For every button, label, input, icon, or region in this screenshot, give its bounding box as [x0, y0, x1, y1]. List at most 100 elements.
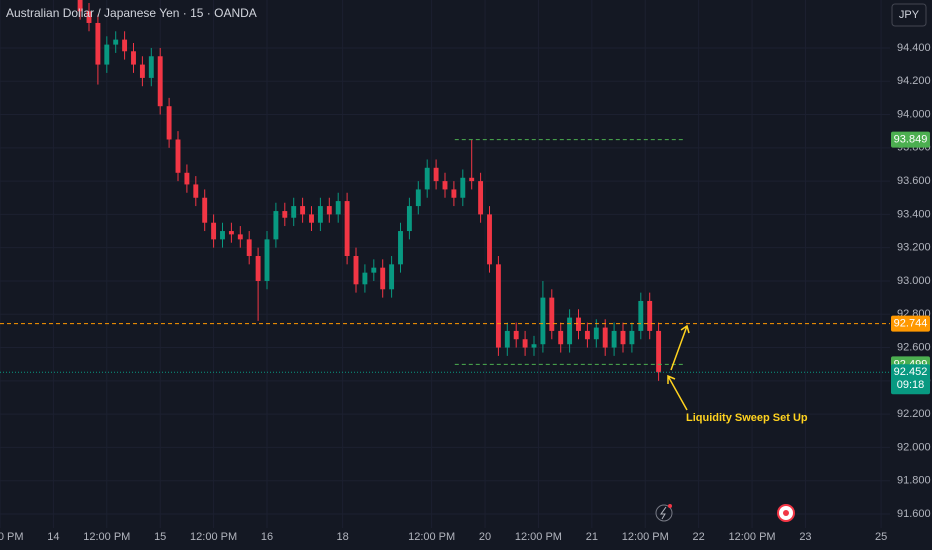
x-tick-label: 25	[875, 531, 887, 543]
candle-body	[344, 201, 350, 257]
candle-body	[656, 330, 662, 373]
candle-body	[478, 181, 484, 215]
candle-body	[638, 300, 644, 331]
x-tick-label: 23	[799, 531, 811, 543]
candle-body	[202, 197, 208, 223]
candle-body	[282, 211, 288, 218]
y-tick-label: 91.800	[897, 475, 931, 487]
event-icon	[655, 504, 673, 522]
y-tick-label: 91.600	[897, 508, 931, 520]
y-tick-label: 93.400	[897, 208, 931, 220]
y-tick-label: 94.000	[897, 108, 931, 120]
candle-body	[220, 231, 225, 240]
candle-body	[576, 317, 581, 331]
candle-body	[157, 56, 163, 107]
candle-body	[495, 264, 501, 348]
x-tick-label: 21	[586, 531, 598, 543]
candle-body	[184, 172, 190, 185]
x-tick-label: 20	[479, 531, 491, 543]
candle-body	[424, 167, 430, 190]
candle-body	[487, 214, 492, 265]
candle-body	[122, 39, 128, 52]
candle-body	[273, 211, 279, 240]
candle-body	[567, 317, 573, 345]
candle-body	[602, 327, 608, 348]
candle-body	[415, 189, 421, 207]
annotation: Liquidity Sweep Set Up	[686, 412, 808, 424]
candle-body	[264, 239, 270, 281]
candle-body	[460, 177, 466, 198]
chart-title: Australian Dollar / Japanese Yen · 15 · …	[6, 6, 257, 20]
candle-body	[166, 106, 172, 140]
x-tick-label: 12:00 PM	[622, 531, 669, 543]
x-tick-label: 12:00 PM	[83, 531, 130, 543]
candle-body	[406, 206, 412, 232]
x-tick-label: 22	[693, 531, 705, 543]
candle-body	[398, 231, 403, 265]
candle-body	[317, 206, 323, 223]
candle-body	[380, 267, 386, 290]
candle-body	[255, 256, 261, 281]
x-tick-label: 12:00 PM	[0, 531, 24, 543]
candle-body	[504, 330, 510, 348]
candle-body	[593, 327, 599, 340]
price-tag-label: 93.849	[894, 134, 928, 146]
y-tick-label: 93.000	[897, 275, 931, 287]
candle-body	[131, 51, 136, 65]
x-tick-label: 12:00 PM	[729, 531, 776, 543]
candle-body	[531, 344, 537, 348]
candle-body	[246, 239, 252, 257]
currency-label[interactable]: JPY	[899, 9, 920, 21]
arrow-down	[667, 374, 688, 411]
candle-body	[469, 177, 475, 182]
event-icon-bolt	[660, 506, 667, 520]
y-tick-label: 93.600	[897, 175, 931, 187]
candle-body	[451, 189, 457, 198]
candle-body	[326, 206, 332, 215]
event-icon-core	[783, 510, 789, 516]
x-tick-label: 12:00 PM	[190, 531, 237, 543]
currency-button[interactable]	[891, 3, 927, 27]
x-tick-label: 18	[337, 531, 349, 543]
event-icons	[655, 504, 795, 522]
candle-body	[647, 300, 653, 331]
price-tag	[891, 131, 930, 148]
candle-body	[584, 330, 590, 340]
candle-body	[620, 330, 626, 345]
candle-body	[513, 330, 519, 340]
candle-body	[353, 256, 359, 285]
candle-body	[86, 11, 92, 23]
candle-body	[522, 339, 528, 348]
x-tick-label: 12:00 PM	[408, 531, 455, 543]
candle-body	[629, 330, 635, 345]
y-tick-label: 92.200	[897, 408, 931, 420]
x-tick-label: 12:00 PM	[515, 531, 562, 543]
candle-body	[611, 330, 617, 348]
arrow-up	[670, 324, 690, 371]
candle-body	[95, 22, 101, 65]
candle-body	[558, 330, 564, 345]
price-tag	[891, 315, 930, 332]
y-tick-label: 92.600	[897, 341, 931, 353]
candle-body	[148, 56, 154, 78]
candle-body	[77, 0, 83, 12]
candle-body	[113, 39, 119, 45]
candle-body	[193, 184, 199, 198]
candle-body	[104, 44, 110, 65]
candle-body	[139, 64, 145, 78]
countdown-label: 09:18	[897, 379, 925, 391]
candle-body	[540, 297, 546, 345]
candle-body	[549, 297, 555, 331]
x-tick-label: 15	[154, 531, 166, 543]
y-tick-label: 93.200	[897, 242, 931, 254]
candle-body	[389, 264, 395, 290]
candle-body	[442, 181, 448, 190]
y-tick-label: 94.400	[897, 42, 931, 54]
candle-body	[175, 139, 181, 173]
event-dot	[668, 504, 672, 508]
candle-body	[228, 231, 234, 235]
x-tick-label: 16	[261, 531, 273, 543]
arrows	[667, 324, 690, 411]
